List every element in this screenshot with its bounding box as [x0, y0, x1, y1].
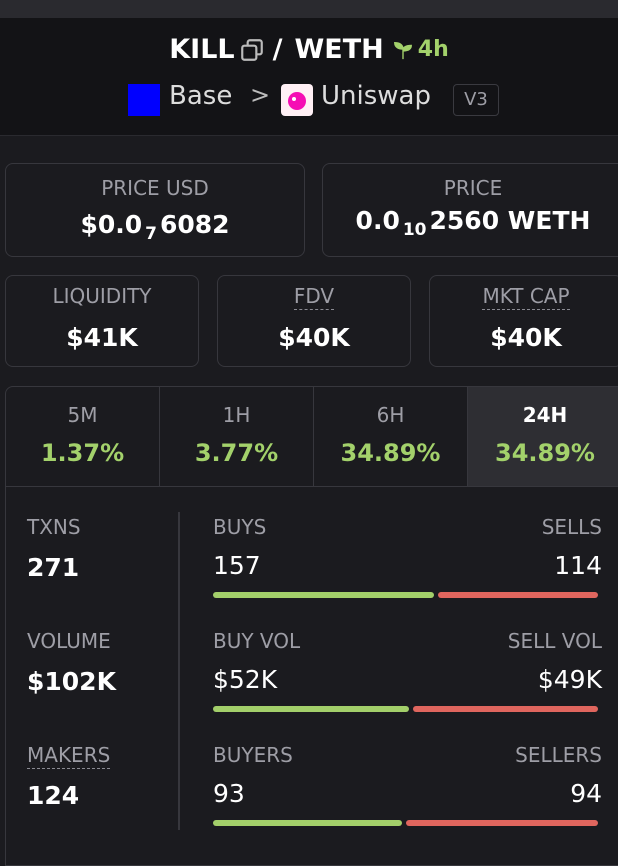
total-value: 271 [27, 553, 80, 582]
buy-bar [213, 706, 410, 712]
timeframe-change: 3.77% [194, 439, 279, 467]
split-left-value: $52K [213, 665, 278, 694]
split-left-label: BUYERS [213, 743, 293, 767]
split-right-value: $49K [537, 665, 602, 694]
timeframe-tab[interactable]: 1H 3.77% [160, 387, 314, 486]
stat-label: LIQUIDITY [52, 284, 152, 308]
top-strip [0, 0, 618, 18]
label: PRICE USD [101, 176, 209, 200]
sprout-icon [393, 41, 412, 59]
chain-icon [128, 84, 160, 116]
stat-value: $40K [490, 323, 562, 352]
stat-label: MKT CAP [482, 284, 570, 310]
prefix: 0.0 [355, 206, 400, 235]
split-right-label: SELL VOL [507, 629, 602, 653]
split-left-label: BUYS [213, 515, 267, 539]
digits: 2560 WETH [429, 206, 591, 235]
pair-title: KILL / WETH 4h [0, 34, 618, 65]
prefix: $0.0 [80, 210, 143, 239]
timeframe-change: 34.89% [495, 439, 595, 467]
dex-icon [281, 84, 313, 116]
split-left-value: 93 [213, 779, 245, 808]
timeframe-tab[interactable]: 6H 34.89% [314, 387, 468, 486]
total-label: TXNS [27, 515, 81, 539]
total-value: $102K [27, 667, 116, 696]
chain-name[interactable]: Base [169, 81, 233, 111]
copy-icon[interactable] [239, 37, 265, 63]
stat-label-wrap: MKT CAP [430, 284, 618, 310]
timeframe-label: 24H [522, 403, 568, 427]
pair-age: 4h [417, 37, 449, 62]
timeframe-change: 1.37% [40, 439, 125, 467]
split-left-label: BUY VOL [213, 629, 301, 653]
sell-bar [437, 592, 598, 598]
chevron: > [250, 81, 271, 109]
price-usd-card: PRICE USD $0.0 7 6082 [5, 163, 305, 257]
buy-bar [213, 820, 403, 826]
activity-panel: 5M 1.37% 1H 3.77% 6H 34.89% 24H 34.89% TXNS 271 B… [5, 386, 618, 866]
sell-bar [413, 706, 598, 712]
dex-name[interactable]: Uniswap [321, 81, 431, 111]
total-label: MAKERS [27, 743, 111, 769]
timeframe-change: 34.89% [340, 439, 441, 467]
timeframe-tab[interactable]: 24H 34.89% [468, 387, 618, 486]
price-card: PRICE 0.0 10 2560 WETH [322, 163, 618, 257]
value: $0.0 7 6082 [6, 210, 304, 244]
stat-card: FDV $40K [217, 275, 411, 367]
split-right-value: 114 [554, 551, 602, 580]
total-label-wrap: TXNS [27, 515, 81, 539]
sell-bar [406, 820, 598, 826]
stat-value: $41K [66, 323, 138, 352]
timeframe-label: 6H [376, 403, 405, 427]
quote-token: WETH [294, 34, 384, 65]
split-right-value: 94 [570, 779, 602, 808]
zeros: 7 [145, 224, 157, 244]
stat-card: LIQUIDITY $41K [5, 275, 199, 367]
timeframe-label: 1H [222, 403, 251, 427]
total-label-wrap: VOLUME [27, 629, 111, 653]
separator: / [272, 34, 283, 65]
split-right-label: SELLERS [515, 743, 602, 767]
pair-header: KILL / WETH 4h Base > Uniswap V3 [0, 18, 618, 136]
total-label: VOLUME [27, 629, 111, 653]
stat-label: FDV [293, 284, 335, 310]
digits: 6082 [159, 210, 230, 239]
total-value: 124 [27, 781, 80, 810]
label: PRICE [443, 176, 503, 200]
total-label-wrap: MAKERS [27, 743, 111, 769]
base-token[interactable]: KILL [169, 34, 235, 65]
timeframe-tab[interactable]: 5M 1.37% [6, 387, 160, 486]
stat-card: MKT CAP $40K [429, 275, 618, 367]
divider [178, 512, 180, 830]
timeframes: 5M 1.37% 1H 3.77% 6H 34.89% 24H 34.89% [6, 387, 618, 487]
stat-label-wrap: LIQUIDITY [6, 284, 198, 308]
split-right-label: SELLS [541, 515, 602, 539]
split-left-value: 157 [213, 551, 261, 580]
timeframe-label: 5M [67, 403, 98, 427]
zeros: 10 [402, 220, 427, 240]
version-badge: V3 [453, 84, 499, 116]
stat-value: $40K [278, 323, 350, 352]
buy-bar [213, 592, 434, 598]
value: 0.0 10 2560 WETH [323, 206, 618, 240]
stat-label-wrap: FDV [218, 284, 410, 310]
